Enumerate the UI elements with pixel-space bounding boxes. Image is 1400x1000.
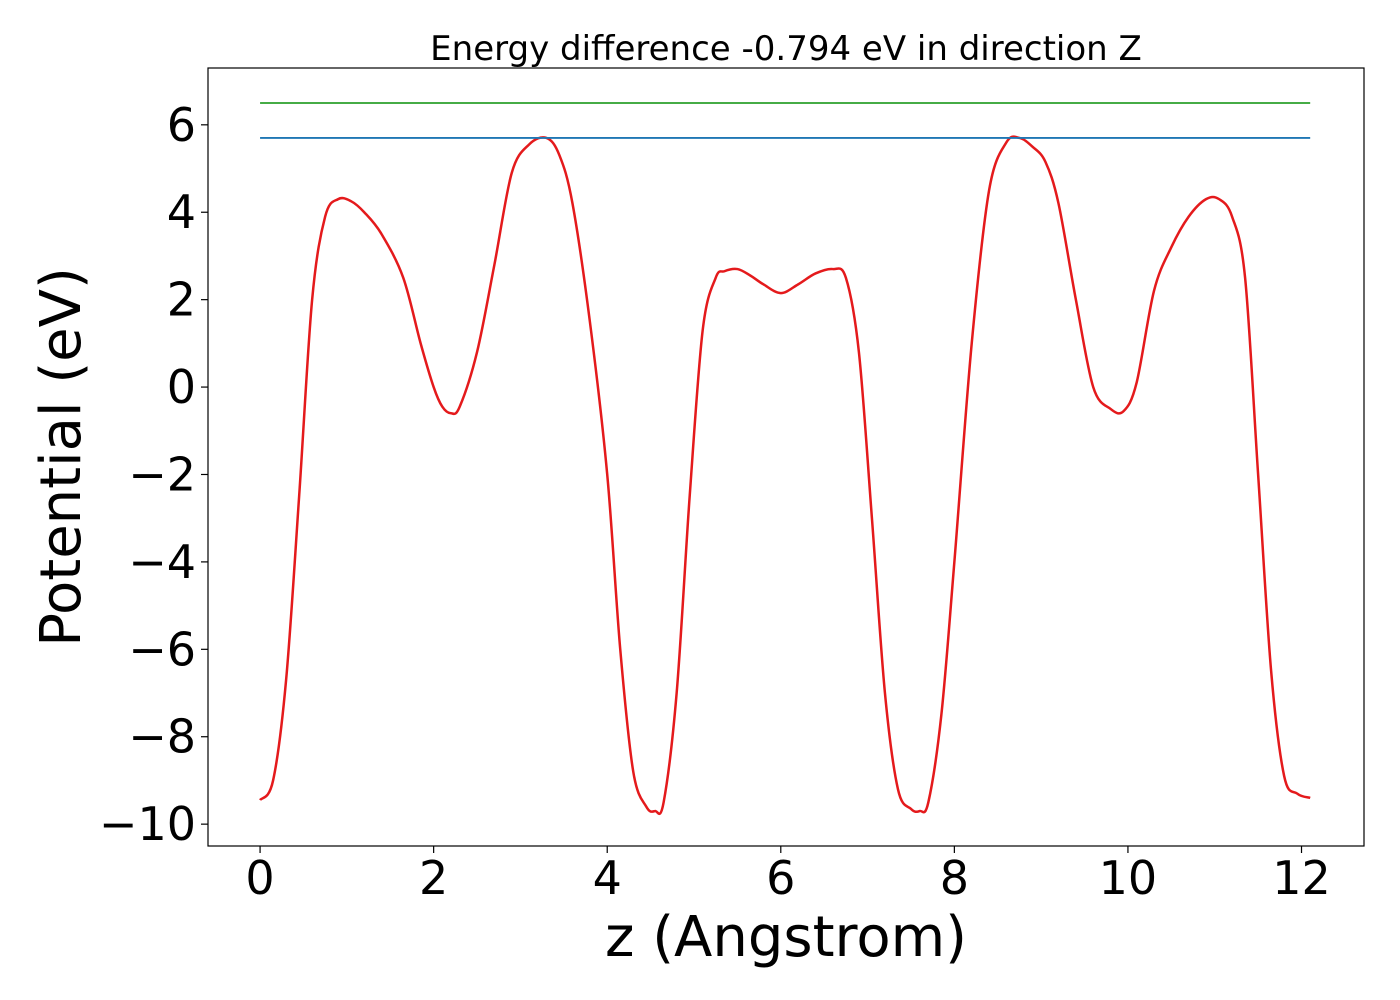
y-tick-label: 2 (167, 273, 196, 327)
y-tick-label: 4 (167, 185, 196, 239)
x-tick-label: 8 (940, 851, 969, 905)
x-axis: 0 2 4 6 8 10 12 (245, 846, 1331, 905)
plot-frame (207, 67, 1365, 847)
y-axis-label: Potential (eV) (29, 267, 94, 647)
y-tick-label: −6 (128, 622, 196, 676)
y-tick-label: −10 (99, 797, 196, 851)
series-line-0 (259, 135, 1311, 816)
y-tick-label: −8 (128, 710, 196, 764)
x-tick-label: 12 (1272, 851, 1331, 905)
x-tick-label: 4 (593, 851, 622, 905)
x-tick-label: 10 (1099, 851, 1158, 905)
series-layer (259, 102, 1311, 816)
y-tick-label: 0 (167, 360, 196, 414)
y-tick-label: −4 (128, 535, 196, 589)
x-tick-label: 6 (766, 851, 795, 905)
x-tick-label: 0 (245, 851, 274, 905)
chart-title: Energy difference -0.794 eV in direction… (430, 29, 1142, 69)
y-axis: −10 −8 −6 −4 −2 0 2 4 6 (99, 98, 208, 851)
y-tick-label: 6 (167, 98, 196, 152)
x-tick-label: 2 (419, 851, 448, 905)
y-tick-label: −2 (128, 447, 196, 501)
x-axis-label: z (Angstrom) (605, 905, 967, 970)
